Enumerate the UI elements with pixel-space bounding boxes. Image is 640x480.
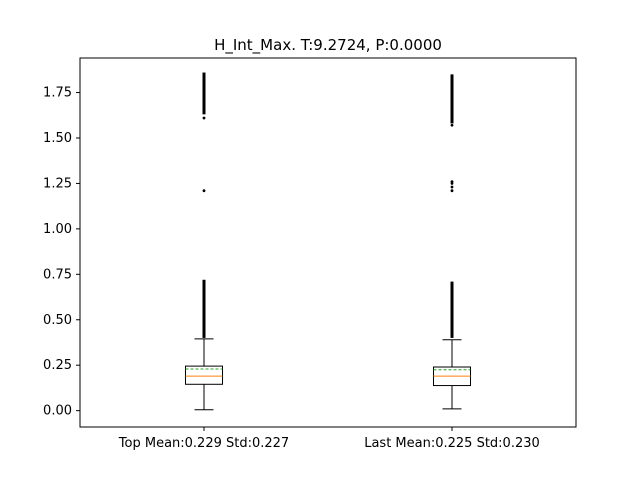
x-tick-label: Last Mean:0.225 Std:0.230 [364,436,540,451]
y-tick-label: 0.75 [43,267,72,282]
x-tick-label: Top Mean:0.229 Std:0.227 [118,436,289,451]
outlier-point [450,180,454,184]
y-tick-label: 1.50 [43,131,72,146]
outlier-point [202,189,206,193]
axes-frame [79,57,577,428]
box [185,365,223,385]
outlier-point [202,116,206,120]
outlier-point [450,185,454,189]
y-tick-label: 1.00 [43,222,72,237]
outlier-point [450,189,454,193]
y-tick-label: 0.25 [43,358,72,373]
plot-area: 0.00 0.25 0.50 0.75 1.00 1.25 1.50 1.75 Top Mean… [43,57,577,451]
y-tick-label: 1.75 [43,86,72,101]
y-tick-label: 0.00 [43,404,72,419]
outlier-point [450,123,454,127]
y-tick-label: 0.50 [43,313,72,328]
chart-title: H_Int_Max. T:9.2724, P:0.0000 [214,36,442,55]
y-tick-label: 1.25 [43,176,72,191]
